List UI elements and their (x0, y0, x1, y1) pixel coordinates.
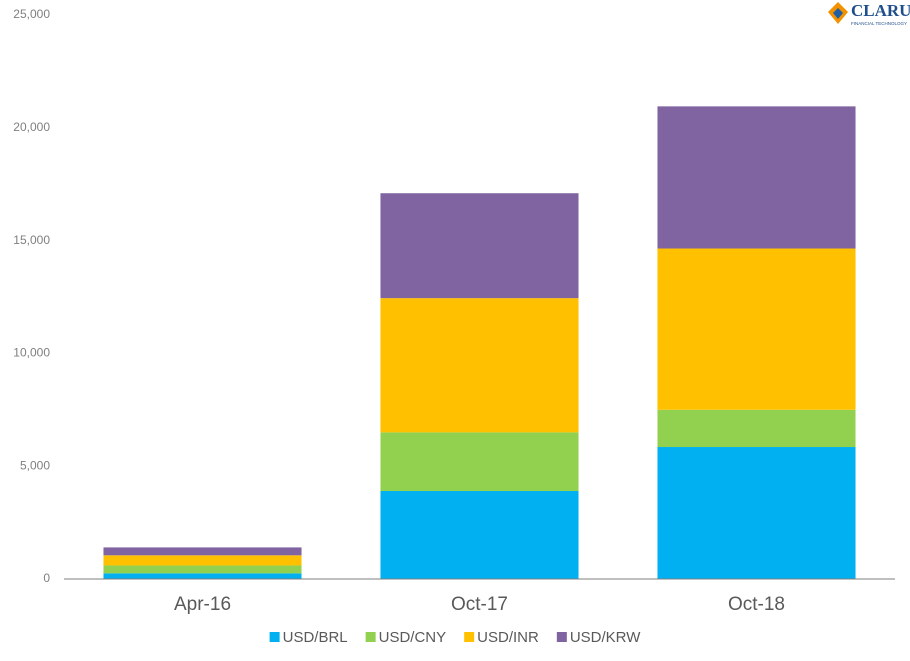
logo-icon-inner (833, 8, 843, 19)
logo-tagline: FINANCIAL TECHNOLOGY (851, 21, 907, 26)
bar-segment (380, 491, 579, 579)
y-tick-label: 10,000 (13, 346, 50, 360)
legend-label: USD/KRW (570, 629, 641, 646)
x-tick-label: Oct-18 (728, 594, 785, 615)
bar-segment (103, 555, 302, 566)
x-tick-label: Oct-17 (451, 594, 508, 615)
bar-segment (380, 432, 579, 492)
y-tick-label: 20,000 (13, 120, 50, 134)
x-tick-label: Apr-16 (174, 594, 231, 615)
y-tick-label: 25,000 (13, 7, 50, 21)
bar-segment (657, 409, 856, 448)
y-tick-label: 5,000 (20, 458, 50, 472)
bar-segment (657, 106, 856, 249)
legend-swatch (464, 632, 475, 642)
bar-segment (103, 573, 302, 579)
bar-segment (380, 193, 579, 299)
bar-segment (657, 447, 856, 579)
bar-segment (103, 547, 302, 556)
legend-label: USD/INR (477, 629, 539, 646)
legend-swatch (269, 632, 280, 642)
bar-segment (103, 565, 302, 574)
logo-name: CLARUS (851, 1, 910, 20)
bar-segment (657, 248, 856, 410)
legend-label: USD/CNY (379, 629, 447, 646)
y-tick-label: 0 (43, 571, 50, 585)
legend-swatch (365, 632, 376, 642)
legend-swatch (556, 632, 567, 642)
logo: CLARUS FINANCIAL TECHNOLOGY (828, 1, 910, 26)
y-tick-label: 15,000 (13, 233, 50, 247)
legend-label: USD/BRL (283, 629, 348, 646)
bar-segment (380, 298, 579, 433)
